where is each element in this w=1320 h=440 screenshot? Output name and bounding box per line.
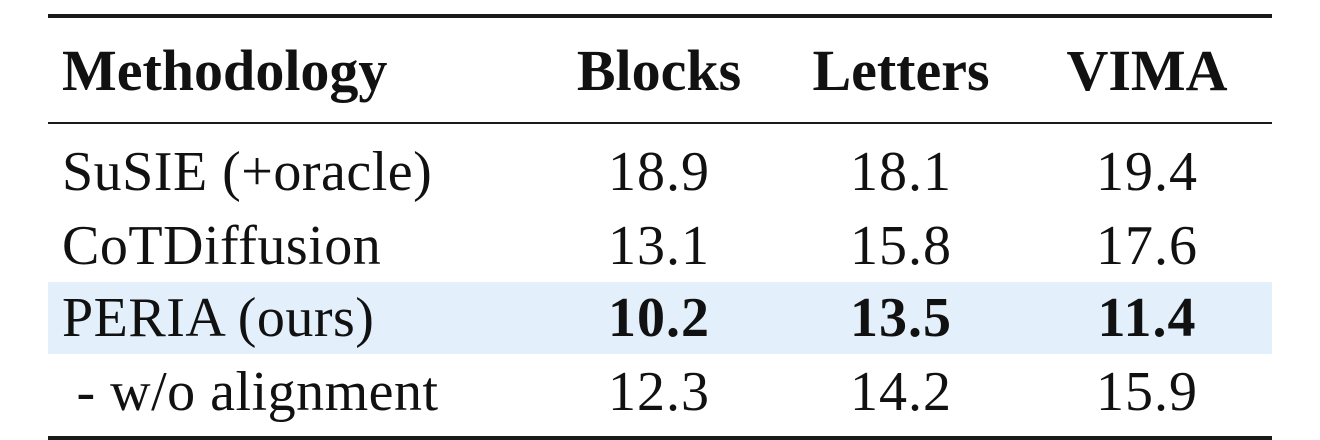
table-row: - w/o alignment 12.3 14.2 15.9 xyxy=(48,354,1272,436)
letters-cell: 14.2 xyxy=(850,361,952,423)
results-table-grid: Methodology Blocks Letters VIMA xyxy=(48,18,1272,122)
header-blocks: Blocks xyxy=(576,37,742,103)
blocks-cell: 12.3 xyxy=(608,361,710,423)
results-table: Methodology Blocks Letters VIMA SuSIE (+… xyxy=(48,14,1272,440)
letters-cell: 15.8 xyxy=(850,215,952,277)
letters-cell: 18.1 xyxy=(850,141,952,203)
blocks-cell: 13.1 xyxy=(608,215,710,277)
vima-cell: 17.6 xyxy=(1096,215,1198,277)
letters-cell: 13.5 xyxy=(780,282,1022,354)
header-letters: Letters xyxy=(812,37,990,103)
header-vima: VIMA xyxy=(1066,37,1228,103)
header-methodology: Methodology xyxy=(62,37,388,103)
blocks-cell: 18.9 xyxy=(608,141,710,203)
table-row-highlighted: PERIA (ours) 10.2 13.5 11.4 xyxy=(48,282,1272,354)
blocks-cell: 10.2 xyxy=(538,282,780,354)
method-cell: - w/o alignment xyxy=(62,361,439,423)
results-table-body: SuSIE (+oracle) 18.9 18.1 19.4 CoTDiffus… xyxy=(48,124,1272,436)
top-rule xyxy=(48,14,1272,18)
header-row: Methodology Blocks Letters VIMA xyxy=(48,18,1272,122)
method-cell: SuSIE (+oracle) xyxy=(62,141,433,203)
mid-rule xyxy=(48,122,1272,124)
table-row: SuSIE (+oracle) 18.9 18.1 19.4 xyxy=(48,124,1272,210)
bottom-rule xyxy=(48,436,1272,440)
vima-cell: 15.9 xyxy=(1096,361,1198,423)
vima-cell: 19.4 xyxy=(1096,141,1198,203)
vima-cell: 11.4 xyxy=(1022,282,1272,354)
method-cell: PERIA (ours) xyxy=(48,282,538,354)
table-row: CoTDiffusion 13.1 15.8 17.6 xyxy=(48,210,1272,282)
method-cell: CoTDiffusion xyxy=(62,215,382,277)
